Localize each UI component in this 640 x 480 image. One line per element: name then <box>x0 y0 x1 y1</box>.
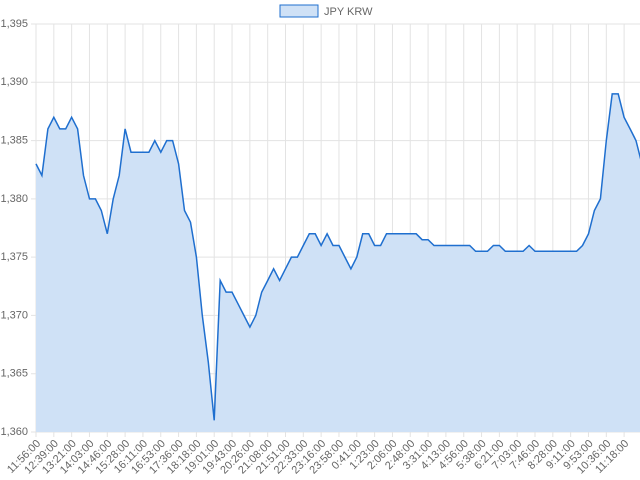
y-tick-label: 1,375 <box>0 251 28 263</box>
y-tick-label: 1,385 <box>0 134 28 146</box>
y-tick-label: 1,380 <box>0 193 28 205</box>
y-tick-label: 1,390 <box>0 76 28 88</box>
area <box>36 93 640 432</box>
line <box>35 93 640 421</box>
y-tick-label: 1,365 <box>0 368 28 380</box>
legend-label: JPY KRW <box>324 6 373 18</box>
y-tick-label: 1,395 <box>0 18 28 30</box>
y-tick-label: 1,360 <box>0 426 28 438</box>
y-tick-label: 1,370 <box>0 309 28 321</box>
legend-swatch <box>279 4 319 18</box>
